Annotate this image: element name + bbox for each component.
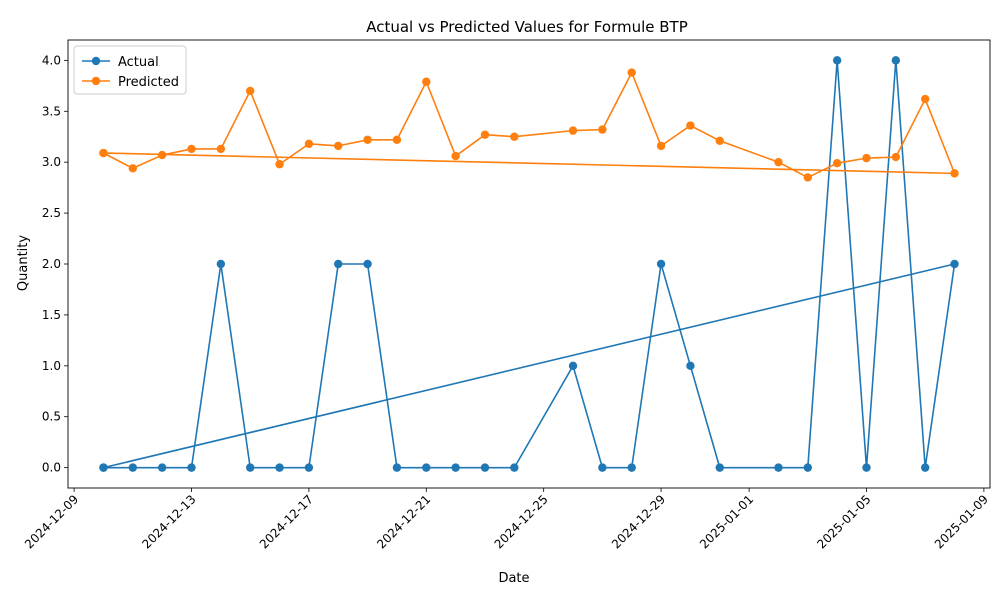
y-tick-label: 0.5 [42, 410, 61, 424]
data-point-predicted [627, 68, 636, 77]
y-tick-label: 3.5 [42, 104, 61, 118]
data-point-actual [891, 56, 901, 65]
data-point-predicted [862, 153, 871, 163]
data-point-predicted [451, 151, 460, 161]
data-point-actual [99, 463, 108, 472]
data-point-actual [334, 259, 343, 269]
data-point-predicted [656, 141, 666, 151]
data-point-actual [656, 259, 666, 269]
data-point-actual [275, 463, 284, 472]
data-point-predicted [187, 144, 196, 154]
data-point-actual [216, 259, 226, 269]
data-point-actual [451, 463, 460, 472]
y-tick-label: 3.0 [42, 155, 61, 169]
data-point-predicted [832, 159, 842, 168]
data-point-actual [627, 463, 636, 472]
data-point-actual [128, 463, 138, 472]
data-point-actual [598, 463, 607, 472]
data-point-actual [950, 259, 959, 269]
legend-marker-actual [91, 56, 101, 66]
data-point-actual [392, 463, 402, 472]
legend-label-actual: Actual [118, 55, 159, 70]
data-point-predicted [334, 141, 343, 151]
plot-frame [67, 39, 991, 489]
data-point-predicted [422, 77, 431, 86]
data-point-predicted [598, 125, 607, 134]
y-tick-label: 2.5 [42, 206, 61, 220]
data-point-predicted [891, 152, 901, 162]
legend-box [73, 45, 187, 95]
data-point-predicted [803, 173, 813, 182]
x-axis-label: Date [498, 571, 529, 586]
y-tick-label: 2.0 [42, 257, 61, 271]
data-point-actual [187, 463, 196, 472]
y-tick-label: 1.5 [42, 308, 61, 322]
data-point-actual [422, 463, 431, 472]
legend-label-predicted: Predicted [118, 75, 179, 90]
data-point-actual [568, 361, 578, 371]
data-point-actual [774, 463, 783, 472]
data-point-predicted [510, 132, 519, 141]
data-point-actual [862, 463, 871, 472]
data-point-predicted [99, 148, 108, 158]
y-tick-label: 4.0 [42, 53, 61, 67]
data-point-predicted [568, 126, 578, 135]
y-axis-label: Quantity [16, 235, 31, 291]
data-point-actual [304, 463, 314, 472]
data-point-actual [920, 463, 930, 472]
data-point-actual [510, 463, 519, 472]
data-point-predicted [304, 139, 314, 149]
data-point-actual [157, 463, 167, 472]
data-point-predicted [480, 130, 490, 139]
data-point-predicted [157, 150, 167, 160]
data-point-predicted [715, 136, 724, 145]
legend-marker-predicted [91, 76, 101, 86]
data-point-actual [832, 56, 842, 65]
data-point-predicted [216, 144, 226, 154]
data-point-predicted [275, 160, 284, 169]
y-tick-label: 1.0 [42, 359, 61, 373]
data-point-predicted [686, 121, 695, 130]
data-point-predicted [920, 94, 930, 104]
chart-title: Actual vs Predicted Values for Formule B… [366, 18, 688, 36]
data-point-predicted [363, 135, 372, 144]
data-point-actual [480, 463, 490, 472]
data-point-predicted [245, 86, 255, 96]
data-point-predicted [774, 157, 783, 167]
data-point-actual [245, 463, 255, 472]
data-point-predicted [950, 169, 959, 178]
data-point-actual [363, 259, 372, 269]
data-point-actual [803, 463, 813, 472]
data-point-actual [686, 361, 695, 371]
data-point-predicted [392, 135, 402, 144]
data-point-actual [715, 463, 724, 472]
data-point-predicted [128, 164, 138, 173]
y-tick-label: 0.0 [42, 461, 61, 475]
